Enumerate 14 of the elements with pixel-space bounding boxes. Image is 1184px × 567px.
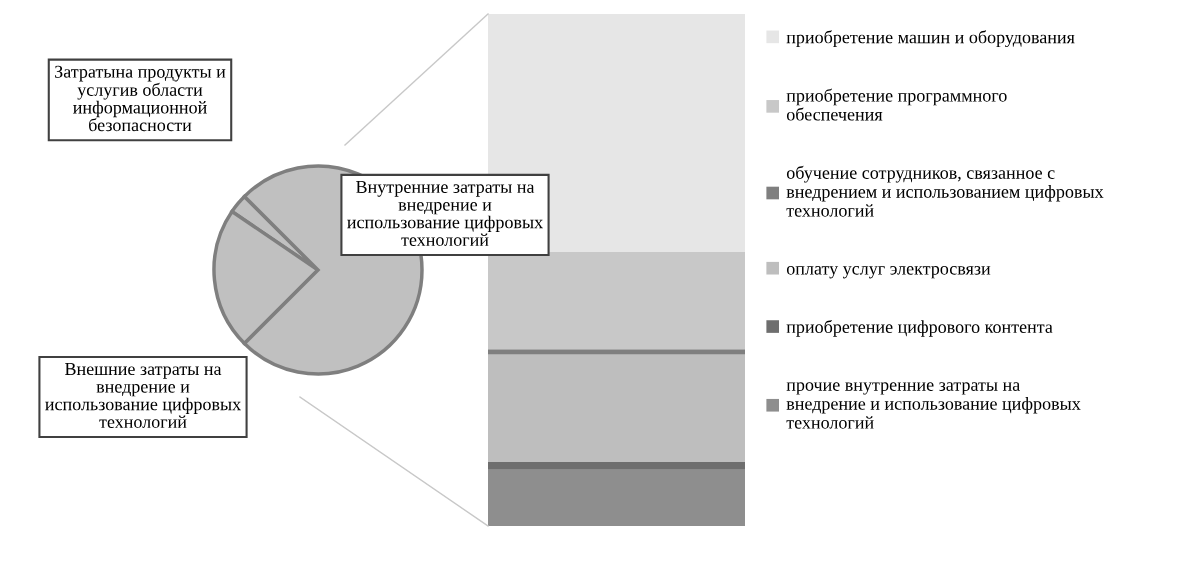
bar bbox=[488, 252, 745, 350]
legend-label: приобретение программного обеспечения bbox=[786, 88, 1007, 121]
legend-label: приобретение цифрового контента bbox=[786, 319, 1053, 337]
legend-label: приобретение машин и оборудования bbox=[786, 30, 1075, 48]
slice-label: Внешние затраты на внедрение и использование цифровых технологий bbox=[45, 363, 241, 428]
bar bbox=[488, 349, 745, 355]
legend-label: прочие внутренние затраты на внедрение и использование цифровых технологий bbox=[786, 382, 1081, 429]
bar bbox=[488, 469, 745, 526]
legend-label: оплату услуг электросвязи bbox=[786, 266, 991, 279]
slice-label: Внутренние затраты на внедрение и использование цифровых технологий bbox=[347, 181, 543, 246]
slice-label: Затратына продукты и услугив области информационной безопасности bbox=[55, 65, 226, 132]
bar bbox=[488, 462, 745, 470]
bar bbox=[488, 354, 745, 462]
legend-label: обучение сотрудников, связанное с внедрением и использованием цифровых технологий bbox=[786, 165, 1104, 217]
